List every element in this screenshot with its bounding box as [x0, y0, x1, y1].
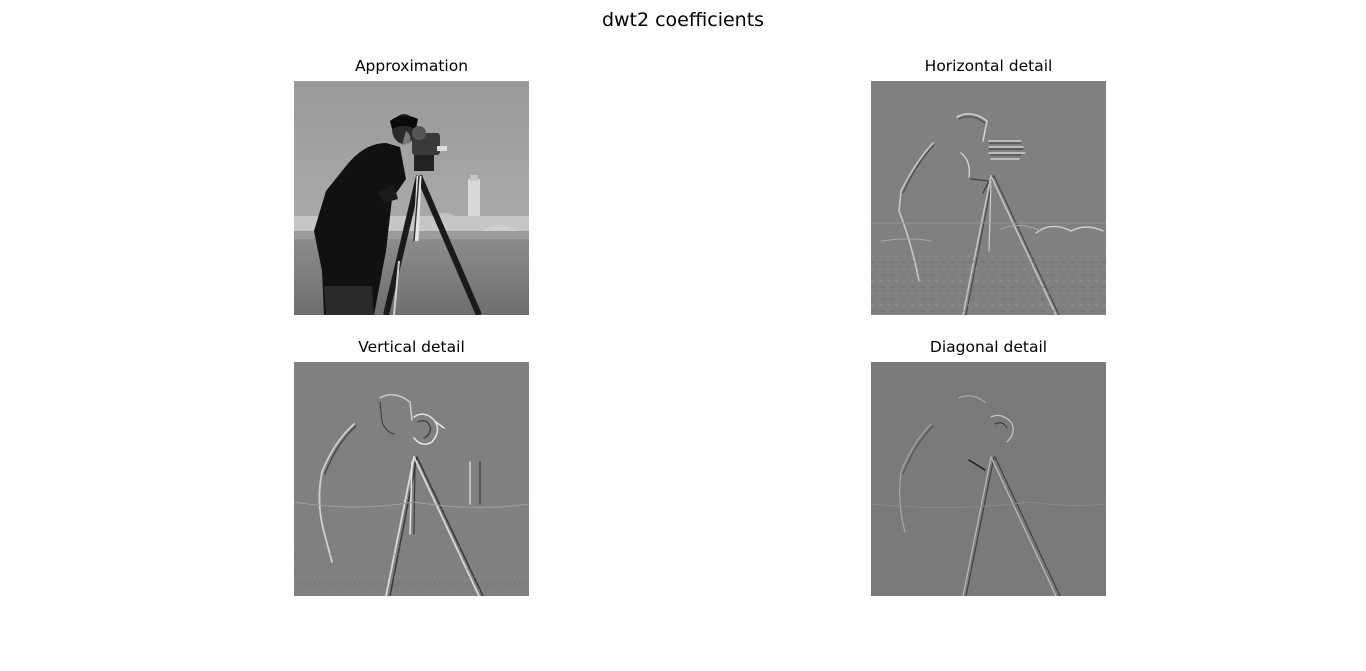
horizontal-detail-image	[871, 81, 1106, 315]
diagonal-detail-panel: Diagonal detail	[871, 338, 1106, 596]
vertical-detail-panel: Vertical detail	[294, 338, 529, 596]
approximation-image	[294, 81, 529, 315]
horizontal-detail-title: Horizontal detail	[924, 57, 1053, 75]
diagonal-detail-title: Diagonal detail	[929, 338, 1048, 356]
vertical-detail-title: Vertical detail	[358, 338, 465, 356]
approximation-title: Approximation	[354, 57, 469, 75]
figure-title: dwt2 coefficients	[601, 9, 765, 31]
vertical-detail-image	[294, 362, 529, 596]
approximation-panel: Approximation	[294, 57, 529, 315]
horizontal-detail-panel: Horizontal detail	[871, 57, 1106, 315]
diagonal-detail-image	[871, 362, 1106, 596]
